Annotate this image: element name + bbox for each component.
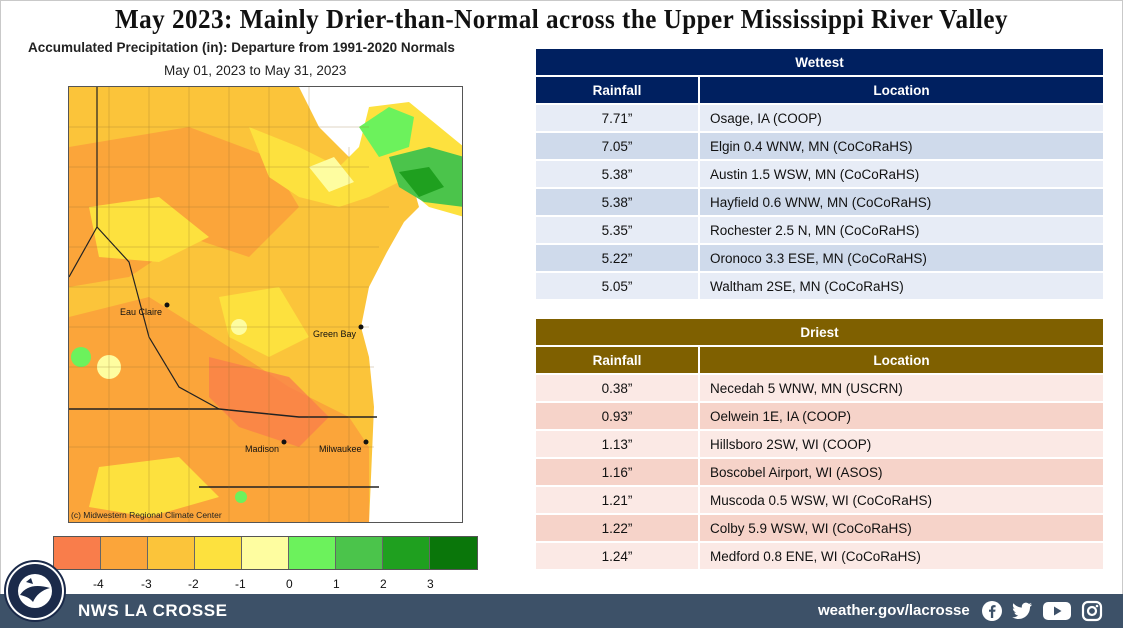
table-row: 7.71” Osage, IA (COOP) [536,103,1103,131]
map-credit: (c) Midwestern Regional Climate Center [71,510,222,520]
city-label-green-bay: Green Bay [313,329,357,339]
location-cell: Medford 0.8 ENE, WI (CoCoRaHS) [710,548,921,564]
driest-table: Driest Rainfall Location 0.38” Necedah 5 … [536,319,1103,569]
rainfall-cell: 5.22” [536,245,700,271]
precipitation-departure-map: Eau Claire Green Bay Madison Milwaukee [68,86,463,523]
legend-tick: -1 [235,577,246,591]
table-row: 1.13” Hillsboro 2SW, WI (COOP) [536,429,1103,457]
website-link[interactable]: weather.gov/lacrosse [818,602,970,619]
location-cell: Elgin 0.4 WNW, MN (CoCoRaHS) [710,138,913,154]
location-cell: Austin 1.5 WSW, MN (CoCoRaHS) [710,166,920,182]
table-row: 0.93” Oelwein 1E, IA (COOP) [536,401,1103,429]
wettest-table-title: Wettest [536,49,1103,75]
facebook-icon[interactable] [980,599,1004,623]
nws-logo-graphic [8,564,62,618]
legend-swatch [148,537,195,569]
legend-swatch [242,537,289,569]
legend-swatch [289,537,336,569]
city-label-madison: Madison [245,444,280,454]
table-row: 5.35” Rochester 2.5 N, MN (CoCoRaHS) [536,215,1103,243]
location-cell: Oelwein 1E, IA (COOP) [710,408,852,424]
wettest-table: Wettest Rainfall Location 7.71” Osage, IA… [536,49,1103,299]
map-graphic [69,87,462,522]
location-cell: Necedah 5 WNW, MN (USCRN) [710,380,903,396]
wettest-column-headers: Rainfall Location [536,77,1103,103]
rainfall-cell: 0.38” [536,375,700,401]
table-row: 1.21” Muscoda 0.5 WSW, WI (CoCoRaHS) [536,485,1103,513]
location-cell: Colby 5.9 WSW, WI (CoCoRaHS) [710,520,912,536]
rainfall-cell: 1.21” [536,487,700,513]
location-cell: Osage, IA (COOP) [710,110,822,126]
legend-tick: 0 [286,577,293,591]
location-cell: Waltham 2SE, MN (CoCoRaHS) [710,278,904,294]
city-label-eau-claire: Eau Claire [120,307,163,317]
rainfall-cell: 5.38” [536,189,700,215]
legend-tick: -3 [141,577,152,591]
legend-tick: -2 [188,577,199,591]
slide-title: May 2023: Mainly Drier-than-Normal acros… [114,4,1009,34]
column-header-rainfall: Rainfall [536,77,700,103]
table-row: 5.38” Hayfield 0.6 WNW, MN (CoCoRaHS) [536,187,1103,215]
rainfall-cell: 0.93” [536,403,700,429]
rainfall-cell: 1.16” [536,459,700,485]
table-row: 1.22” Colby 5.9 WSW, WI (CoCoRaHS) [536,513,1103,541]
map-date-range: May 01, 2023 to May 31, 2023 [164,63,347,78]
rainfall-cell: 1.22” [536,515,700,541]
legend-swatch [195,537,242,569]
legend-tick: 1 [333,577,340,591]
table-row: 1.16” Boscobel Airport, WI (ASOS) [536,457,1103,485]
rainfall-cell: 1.13” [536,431,700,457]
location-cell: Rochester 2.5 N, MN (CoCoRaHS) [710,222,920,238]
legend-swatch [101,537,148,569]
map-subtitle: Accumulated Precipitation (in): Departur… [28,40,455,55]
nws-logo [4,560,66,622]
rainfall-cell: 5.05” [536,273,700,299]
color-legend [53,536,478,570]
office-name: NWS LA CROSSE [78,601,228,620]
rainfall-cell: 5.38” [536,161,700,187]
youtube-icon[interactable] [1042,599,1072,623]
city-label-milwaukee: Milwaukee [319,444,362,454]
legend-swatch [430,537,477,569]
footer-bar: NWS LA CROSSE weather.gov/lacrosse [0,594,1123,628]
legend-swatch [54,537,101,569]
location-cell: Boscobel Airport, WI (ASOS) [710,464,883,480]
legend-tick: 3 [427,577,434,591]
location-cell: Muscoda 0.5 WSW, WI (CoCoRaHS) [710,492,933,508]
legend-swatch [336,537,383,569]
table-row: 5.38” Austin 1.5 WSW, MN (CoCoRaHS) [536,159,1103,187]
rainfall-cell: 7.05” [536,133,700,159]
table-row: 1.24” Medford 0.8 ENE, WI (CoCoRaHS) [536,541,1103,569]
legend-tick: 2 [380,577,387,591]
location-cell: Oronoco 3.3 ESE, MN (CoCoRaHS) [710,250,927,266]
driest-table-title: Driest [536,319,1103,345]
legend-swatch [383,537,430,569]
rainfall-cell: 5.35” [536,217,700,243]
column-header-rainfall: Rainfall [536,347,700,373]
instagram-icon[interactable] [1080,599,1104,623]
column-header-location: Location [873,352,930,368]
table-row: 5.22” Oronoco 3.3 ESE, MN (CoCoRaHS) [536,243,1103,271]
twitter-icon[interactable] [1010,599,1034,623]
table-row: 0.38” Necedah 5 WNW, MN (USCRN) [536,373,1103,401]
location-cell: Hillsboro 2SW, WI (COOP) [710,436,872,452]
table-row: 7.05” Elgin 0.4 WNW, MN (CoCoRaHS) [536,131,1103,159]
legend-tick: -4 [93,577,104,591]
rainfall-cell: 1.24” [536,543,700,569]
driest-column-headers: Rainfall Location [536,347,1103,373]
table-row: 5.05” Waltham 2SE, MN (CoCoRaHS) [536,271,1103,299]
column-header-location: Location [873,82,930,98]
location-cell: Hayfield 0.6 WNW, MN (CoCoRaHS) [710,194,932,210]
rainfall-cell: 7.71” [536,105,700,131]
